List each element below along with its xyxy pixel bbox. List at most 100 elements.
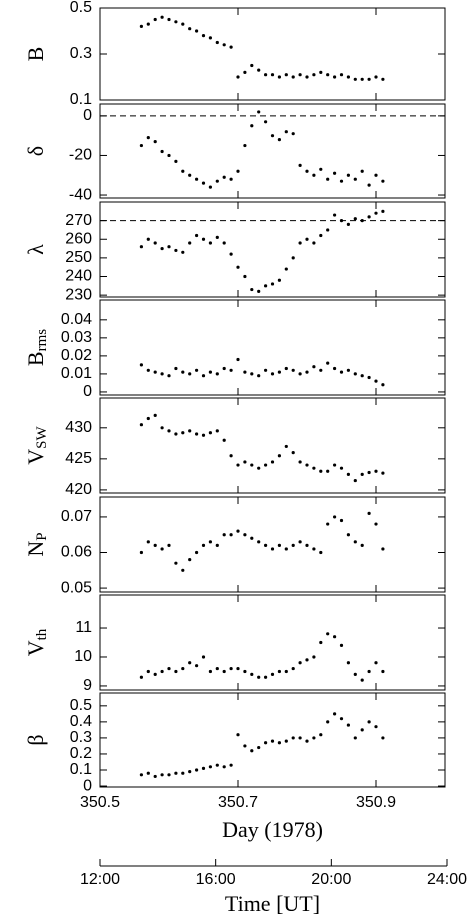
panel-frame [99, 103, 446, 199]
data-point [284, 267, 288, 271]
data-point [312, 655, 316, 659]
data-point [201, 433, 206, 437]
x-tick-label: 350.5 [80, 794, 120, 811]
data-point [181, 568, 185, 572]
data-point [270, 282, 275, 286]
y-axis-label: Vth [23, 628, 50, 656]
panel-frame [99, 7, 446, 101]
data-point [243, 370, 247, 374]
data-point [153, 140, 157, 144]
data-point [333, 635, 337, 639]
data-point [381, 179, 385, 183]
y-axis-label: λ [23, 244, 48, 255]
data-point [146, 416, 150, 421]
data-point [195, 432, 199, 436]
data-point [346, 222, 350, 226]
data-point [305, 75, 309, 79]
data-point [181, 169, 185, 173]
data-point [153, 241, 157, 245]
data-point [270, 372, 275, 376]
data-point [367, 183, 371, 187]
data-point [284, 444, 288, 449]
x-tick-label: 12:00 [80, 871, 120, 888]
data-point [208, 765, 212, 769]
data-point [339, 219, 344, 223]
data-point [250, 372, 254, 376]
y-tick-label: 250 [65, 249, 92, 266]
data-point [139, 675, 143, 679]
data-point [360, 543, 364, 547]
data-point [195, 768, 199, 772]
data-point [353, 177, 357, 181]
y-tick-label: 425 [65, 450, 92, 467]
data-point [160, 15, 164, 19]
data-point [374, 379, 378, 383]
data-point [153, 17, 157, 22]
data-point [174, 669, 178, 674]
data-point [305, 169, 309, 173]
y-tick-label: 0.04 [61, 311, 92, 328]
data-point [222, 765, 226, 769]
y-tick-label: 0.03 [61, 329, 92, 346]
data-point [236, 733, 240, 737]
data-point [181, 771, 185, 775]
data-point [146, 368, 150, 372]
data-point [264, 120, 268, 124]
data-point [167, 374, 171, 378]
data-point [257, 466, 261, 470]
data-point [284, 547, 288, 551]
y-axis-label-main: δ [23, 146, 48, 156]
data-point [277, 543, 281, 547]
data-point [250, 63, 254, 68]
data-point [312, 365, 316, 369]
y-axis-label: Brms [23, 329, 50, 366]
data-point [353, 77, 357, 81]
panel-frame [99, 397, 446, 494]
data-point [326, 632, 330, 636]
data-point [257, 675, 261, 679]
data-point [367, 470, 371, 475]
data-point [181, 666, 185, 671]
y-tick-label: 0.02 [61, 347, 92, 364]
data-point [222, 43, 226, 47]
data-point [319, 550, 323, 555]
data-point [319, 368, 323, 372]
data-point [284, 73, 288, 77]
data-point [277, 138, 281, 142]
data-point [215, 179, 219, 183]
data-point [153, 413, 157, 417]
data-point [222, 669, 226, 674]
panel-frame [99, 496, 446, 593]
data-point [160, 246, 164, 251]
data-point [243, 533, 247, 537]
data-point [374, 75, 378, 79]
data-point [346, 533, 350, 537]
data-point [153, 774, 157, 779]
data-point [250, 672, 254, 676]
data-point [353, 372, 357, 376]
y-axis-label-main: λ [23, 244, 48, 255]
data-point [236, 529, 240, 533]
data-point [188, 429, 192, 433]
data-point [360, 678, 364, 682]
y-tick-label: -20 [69, 147, 92, 164]
data-point [326, 361, 330, 365]
data-point [374, 725, 378, 729]
data-point [339, 717, 344, 721]
data-point [222, 366, 226, 371]
y-tick-label: 0.1 [70, 91, 92, 108]
data-point [167, 429, 171, 433]
data-point [174, 771, 178, 775]
data-point [181, 250, 185, 254]
data-point [250, 463, 254, 467]
data-point [236, 357, 240, 362]
data-point [360, 169, 364, 173]
data-point [312, 241, 316, 245]
data-point [236, 75, 240, 79]
data-point [250, 536, 254, 540]
data-point [374, 173, 378, 177]
y-tick-label: 240 [65, 268, 92, 285]
data-point [264, 675, 268, 679]
data-point [326, 469, 330, 473]
data-point [139, 143, 143, 148]
